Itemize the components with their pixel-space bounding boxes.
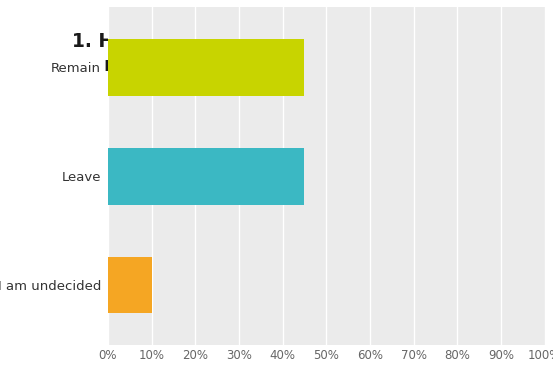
- Text: 1. How do you intend to vote in the EU
referendum on the 23rd of June?: 1. How do you intend to vote in the EU r…: [72, 32, 481, 75]
- Text: Answered: 202    Skipped: 0: Answered: 202 Skipped: 0: [194, 132, 359, 145]
- Bar: [108, 257, 152, 313]
- Bar: [108, 39, 304, 96]
- Bar: [108, 148, 304, 204]
